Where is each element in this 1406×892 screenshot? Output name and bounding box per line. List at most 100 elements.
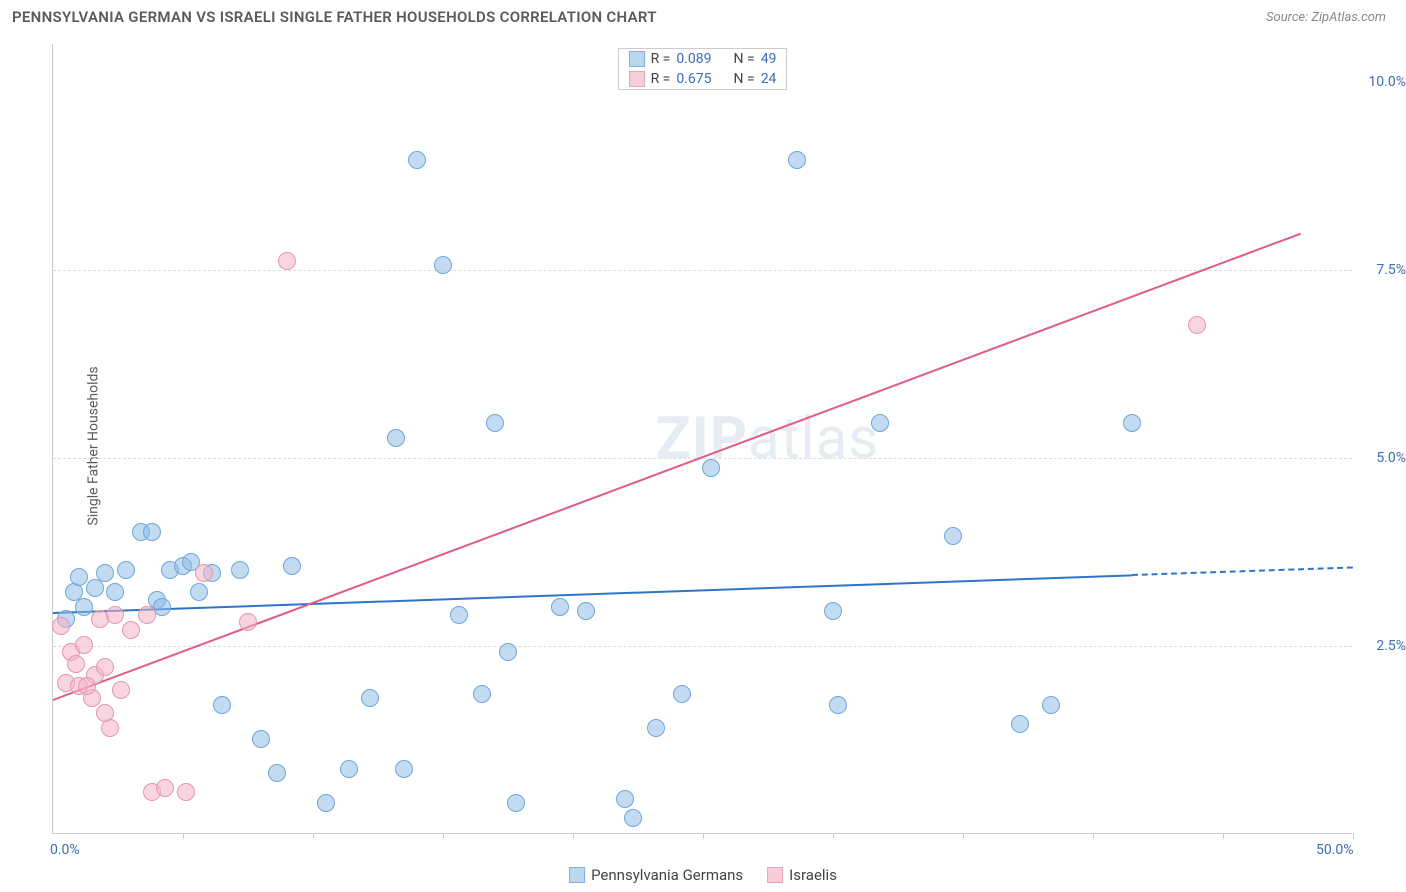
series-legend-item: Israelis [767, 866, 837, 884]
data-point [944, 527, 962, 545]
r-label: R = [651, 71, 671, 87]
x-tick [1353, 833, 1354, 839]
data-point [96, 564, 114, 582]
legend-swatch [629, 71, 645, 87]
data-point [138, 606, 156, 624]
n-value: 24 [761, 71, 777, 87]
x-tick [1223, 833, 1224, 839]
data-point [143, 523, 161, 541]
data-point [1123, 414, 1141, 432]
data-point [673, 685, 691, 703]
x-tick [703, 833, 704, 839]
data-point [824, 602, 842, 620]
data-point [278, 252, 296, 270]
data-point [473, 685, 491, 703]
data-point [86, 579, 104, 597]
y-tick-label: 2.5% [1358, 638, 1406, 654]
gridline [53, 270, 1352, 271]
data-point [106, 606, 124, 624]
n-label: N = [734, 71, 755, 87]
x-tick-label: 50.0% [1316, 842, 1354, 858]
n-value: 49 [761, 51, 777, 67]
data-point [96, 658, 114, 676]
data-point [195, 564, 213, 582]
r-value: 0.089 [676, 51, 711, 67]
data-point [283, 557, 301, 575]
data-point [361, 689, 379, 707]
data-point [112, 681, 130, 699]
data-point [616, 790, 634, 808]
correlation-legend-row: R = 0.089 N = 49 [619, 49, 787, 69]
data-point [122, 621, 140, 639]
x-tick [443, 833, 444, 839]
r-value: 0.675 [676, 71, 711, 87]
x-tick [183, 833, 184, 839]
data-point [486, 414, 504, 432]
data-point [70, 568, 88, 586]
data-point [647, 719, 665, 737]
data-point [252, 730, 270, 748]
trend-line [53, 232, 1302, 700]
x-tick-label: 0.0% [50, 842, 80, 858]
data-point [106, 583, 124, 601]
data-point [96, 704, 114, 722]
data-point [551, 598, 569, 616]
correlation-legend: R = 0.089 N = 49 R = 0.675 N = 24 [618, 48, 788, 90]
data-point [788, 151, 806, 169]
y-tick-label: 5.0% [1358, 450, 1406, 466]
data-point [507, 794, 525, 812]
x-tick [833, 833, 834, 839]
data-point [450, 606, 468, 624]
y-tick-label: 10.0% [1358, 74, 1406, 90]
legend-swatch [629, 51, 645, 67]
x-tick [573, 833, 574, 839]
trend-line [1132, 567, 1353, 577]
data-point [78, 677, 96, 695]
legend-swatch [569, 867, 585, 883]
data-point [75, 598, 93, 616]
gridline [53, 646, 1352, 647]
data-point [340, 760, 358, 778]
data-point [177, 783, 195, 801]
correlation-legend-row: R = 0.675 N = 24 [619, 69, 787, 89]
scatter-chart: ZIPatlas R =0.089N =49R =0.675N =24 2.5%… [52, 44, 1352, 834]
data-point [1042, 696, 1060, 714]
n-label: N = [734, 51, 755, 67]
data-point [52, 617, 70, 635]
data-point [408, 151, 426, 169]
chart-title: PENNSYLVANIA GERMAN VS ISRAELI SINGLE FA… [12, 8, 657, 26]
data-point [395, 760, 413, 778]
data-point [156, 779, 174, 797]
data-point [67, 655, 85, 673]
x-tick [963, 833, 964, 839]
series-legend-item: Pennsylvania Germans [569, 866, 743, 884]
data-point [1188, 316, 1206, 334]
series-legend: Pennsylvania Germans Israelis [569, 866, 837, 884]
series-name: Israelis [789, 866, 837, 884]
data-point [231, 561, 249, 579]
y-tick-label: 7.5% [1358, 262, 1406, 278]
legend-swatch [767, 867, 783, 883]
data-point [829, 696, 847, 714]
data-point [871, 414, 889, 432]
r-label: R = [651, 51, 671, 67]
data-point [213, 696, 231, 714]
data-point [499, 643, 517, 661]
data-point [317, 794, 335, 812]
x-tick [313, 833, 314, 839]
data-point [624, 809, 642, 827]
data-point [1011, 715, 1029, 733]
series-name: Pennsylvania Germans [591, 866, 743, 884]
data-point [239, 613, 257, 631]
data-point [702, 459, 720, 477]
data-point [75, 636, 93, 654]
data-point [117, 561, 135, 579]
data-point [153, 598, 171, 616]
data-point [434, 256, 452, 274]
chart-source: Source: ZipAtlas.com [1266, 10, 1386, 25]
data-point [577, 602, 595, 620]
data-point [190, 583, 208, 601]
data-point [387, 429, 405, 447]
data-point [268, 764, 286, 782]
x-tick [1093, 833, 1094, 839]
